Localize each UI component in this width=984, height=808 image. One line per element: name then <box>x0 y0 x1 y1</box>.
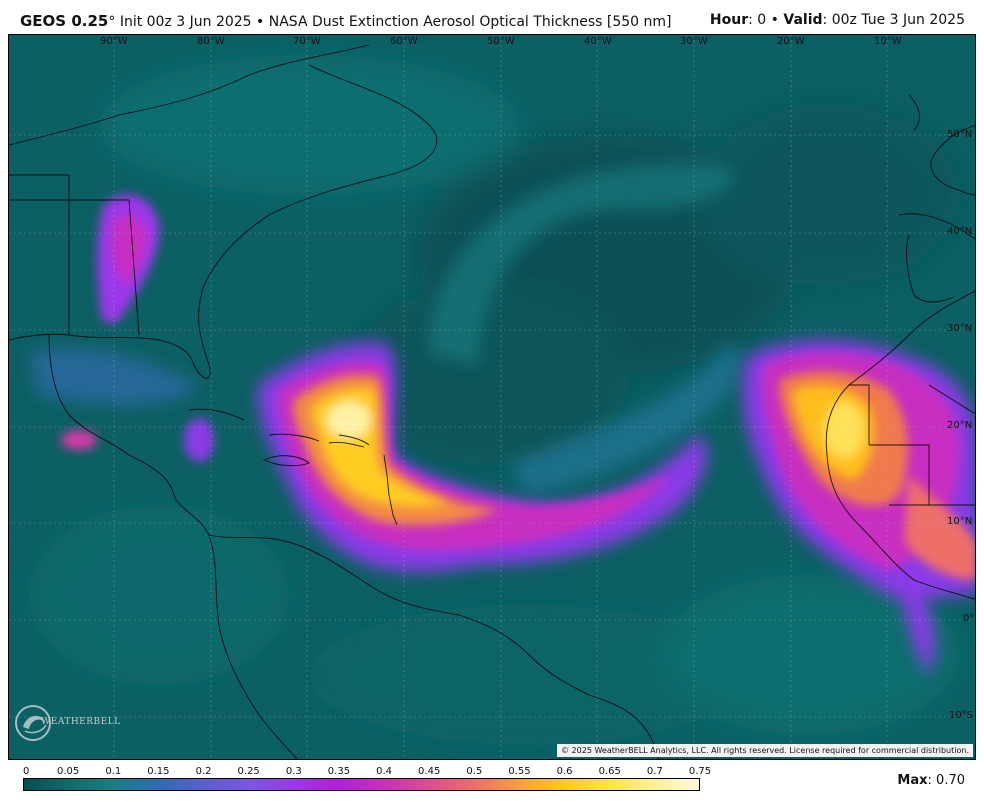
colorbar-tick-label: 0.25 <box>237 766 260 777</box>
lat-label-50n: 50°N <box>947 129 973 140</box>
lon-label-90w: 90°W <box>100 36 128 47</box>
colorbar-tick-label: 0.65 <box>598 766 621 777</box>
colorbar-legend: 0 0.05 0.1 0.15 0.2 0.25 0.3 0.35 0.4 0.45 0.5 0.55… <box>0 760 984 808</box>
colorbar <box>23 778 700 791</box>
logo-swirl-icon <box>15 705 51 741</box>
colorbar-tick-label: 0 <box>23 766 30 777</box>
lon-label-70w: 70°W <box>293 36 321 47</box>
lon-label-30w: 30°W <box>680 36 708 47</box>
map-canvas <box>9 35 975 759</box>
colorbar-tick-label: 0.5 <box>466 766 483 777</box>
model-name: GEOS 0.25 <box>20 12 109 30</box>
header-right: Hour: 0 • Valid: 00z Tue 3 Jun 2025 <box>710 12 965 28</box>
dust-aod-map[interactable]: 90°W 80°W 70°W 60°W 50°W 40°W 30°W 20°W … <box>8 34 976 760</box>
colorbar-tick-label: 0.35 <box>327 766 351 777</box>
lon-label-80w: 80°W <box>197 36 225 47</box>
colorbar-tick-label: 0.1 <box>105 766 122 777</box>
colorbar-tick-label: 0.45 <box>418 766 441 777</box>
lon-label-10w: 10°W <box>874 36 902 47</box>
max-value: : 0.70 <box>927 773 965 788</box>
max-value-readout: Max: 0.70 <box>897 773 965 788</box>
colorbar-tick-label: 0.6 <box>556 766 573 777</box>
logo-text: WEATHERBELL <box>41 717 121 727</box>
lat-label-30n: 30°N <box>947 323 973 334</box>
copyright-notice: © 2025 WeatherBELL Analytics, LLC. All r… <box>557 744 973 757</box>
degree-symbol: ° <box>108 14 116 30</box>
colorbar-tick-label: 0.75 <box>688 766 712 777</box>
max-label: Max <box>897 773 928 788</box>
bullet-separator-2: • <box>770 12 779 28</box>
init-time: Init 00z 3 Jun 2025 <box>119 14 252 30</box>
header-left: GEOS 0.25° Init 00z 3 Jun 2025 • NASA Du… <box>20 12 672 30</box>
colorbar-tick-label: 0.4 <box>376 766 393 777</box>
lon-label-50w: 50°W <box>487 36 515 47</box>
lon-label-60w: 60°W <box>390 36 418 47</box>
colorbar-tick-label: 0.15 <box>147 766 170 777</box>
lat-label-20n: 20°N <box>947 420 973 431</box>
valid-label: Valid <box>783 12 823 28</box>
colorbar-tick-label: 0.7 <box>646 766 663 777</box>
lon-label-40w: 40°W <box>584 36 612 47</box>
lon-label-20w: 20°W <box>777 36 805 47</box>
colorbar-tick-label: 0.05 <box>56 766 80 777</box>
colorbar-tick-label: 0.55 <box>508 766 531 777</box>
valid-value: : 00z Tue 3 Jun 2025 <box>822 12 965 28</box>
hour-label: Hour <box>709 12 749 28</box>
colorbar-tick-label: 0.2 <box>195 766 212 777</box>
bullet-separator: • <box>256 14 265 30</box>
product-title: NASA Dust Extinction Aerosol Optical Thi… <box>268 14 672 30</box>
hour-value: : 0 <box>748 12 767 28</box>
weatherbell-logo: WEATHERBELL <box>13 703 120 743</box>
lat-label-10s: 10°S <box>949 710 974 721</box>
map-header: GEOS 0.25° Init 00z 3 Jun 2025 • NASA Du… <box>0 0 984 34</box>
lat-label-40n: 40°N <box>947 226 973 237</box>
colorbar-tick-label: 0.3 <box>285 766 302 777</box>
lat-label-10n: 10°N <box>947 516 973 527</box>
lat-label-0: 0° <box>963 613 975 624</box>
